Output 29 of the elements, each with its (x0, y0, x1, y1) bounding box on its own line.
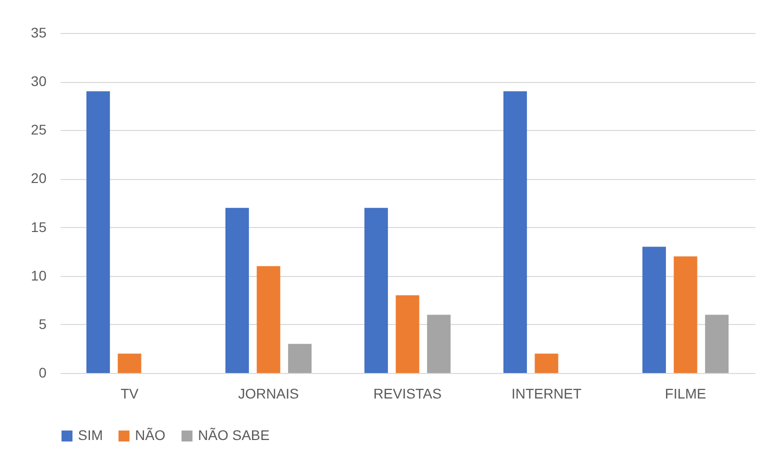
y-tick-label: 30 (30, 73, 47, 90)
legend-label: NÃO SABE (198, 427, 270, 443)
x-tick-label: TV (120, 386, 140, 402)
bar (705, 314, 729, 373)
y-tick-label: 5 (38, 316, 47, 332)
bar (642, 246, 666, 373)
y-tick-label: 35 (30, 24, 47, 40)
bar (396, 295, 420, 373)
legend-label: NÃO (135, 427, 166, 443)
bar (427, 314, 451, 373)
x-tick-label: JORNAIS (238, 386, 299, 402)
x-tick-label: REVISTAS (373, 386, 442, 402)
bar (225, 208, 249, 373)
y-tick-label: 25 (30, 122, 47, 138)
y-tick-label: 10 (30, 267, 47, 284)
bar (86, 91, 110, 373)
bar (364, 208, 388, 373)
bar (503, 91, 527, 373)
y-tick-label: 0 (38, 364, 47, 380)
bar (288, 344, 312, 373)
bar (256, 266, 280, 373)
y-tick-label: 20 (30, 170, 47, 186)
bar (118, 354, 142, 373)
x-tick-label: FILME (664, 386, 706, 402)
x-tick-label: INTERNET (512, 386, 582, 402)
bar (674, 256, 698, 373)
legend-label: SIM (78, 427, 103, 443)
y-tick-label: 15 (30, 218, 47, 235)
bar (534, 354, 558, 373)
